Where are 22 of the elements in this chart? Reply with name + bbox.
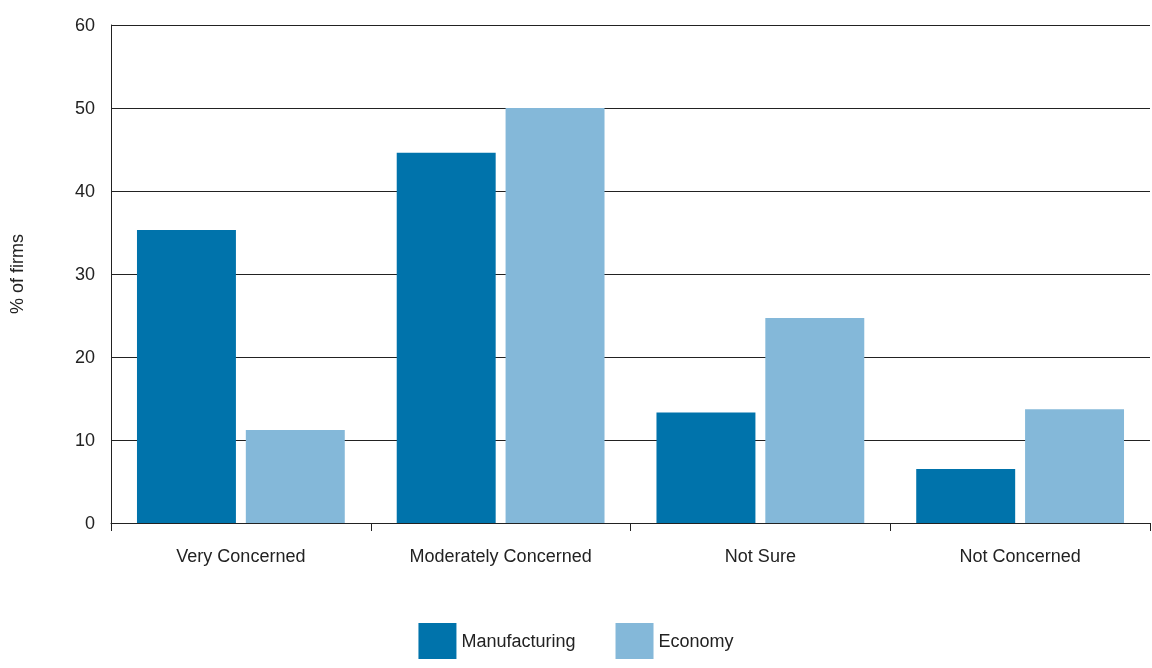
y-tick-label: 30 — [74, 264, 95, 284]
y-tick-label: 60 — [74, 15, 95, 35]
y-tick-label: 40 — [74, 181, 95, 201]
y-tick-label: 0 — [84, 513, 95, 533]
x-tick-label: Moderately Concerned — [409, 546, 592, 566]
x-tick-label: Not Sure — [724, 546, 796, 566]
legend-label: Economy — [658, 631, 734, 651]
x-tick-label: Very Concerned — [176, 546, 306, 566]
y-tick-label: 50 — [74, 98, 95, 118]
bar — [136, 230, 236, 523]
bar — [245, 430, 345, 523]
bar — [1025, 409, 1125, 523]
bar — [396, 152, 496, 523]
y-axis-title: % of firms — [7, 233, 27, 315]
y-tick-label: 10 — [74, 430, 95, 450]
y-tick-label: 20 — [74, 347, 95, 367]
legend-label: Manufacturing — [461, 631, 576, 651]
bar — [656, 412, 756, 523]
bar — [505, 108, 605, 523]
bar — [765, 317, 865, 523]
bar — [916, 469, 1016, 523]
x-tick-label: Not Concerned — [959, 546, 1081, 566]
